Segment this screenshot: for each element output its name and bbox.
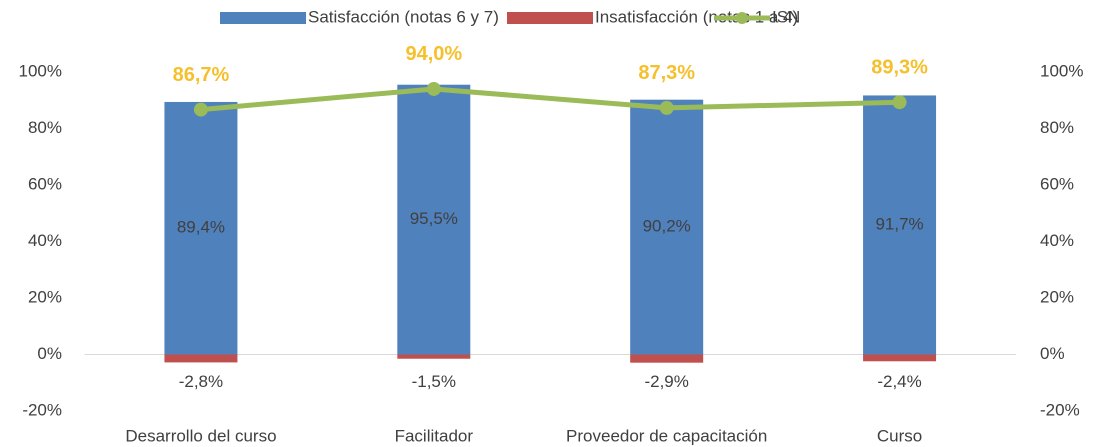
data-label: 87,3% <box>638 62 695 84</box>
data-label: 90,2% <box>643 217 691 236</box>
data-label: 86,7% <box>173 64 230 86</box>
legend-swatch <box>736 12 748 24</box>
y2-tick-label: -20% <box>1040 400 1080 419</box>
marker <box>193 102 208 117</box>
line <box>200 86 900 113</box>
y2-tick-label: 60% <box>1040 174 1074 193</box>
legend-swatch <box>507 12 593 24</box>
bar <box>630 99 704 355</box>
bar <box>863 95 937 355</box>
bar <box>630 354 704 363</box>
legend-label: Satisfacción (notas 6 y 7) <box>308 7 499 26</box>
y2-tick-label: 40% <box>1040 231 1074 250</box>
x-tick-label: Proveedor de capacitación <box>566 426 767 445</box>
legend-label: Insatisfacción (notas 1 a 4) <box>595 7 798 26</box>
data-label: 94,0% <box>405 43 462 65</box>
y2-tick-label: 100% <box>1040 61 1083 80</box>
marker <box>892 95 907 110</box>
y-tick-label: -20% <box>22 400 62 419</box>
legend-label: ISN <box>772 7 800 26</box>
marker <box>659 100 674 115</box>
y2-tick-label: 80% <box>1040 118 1074 137</box>
x-tick-label: Curso <box>877 426 922 445</box>
x-tick-label: Desarrollo del curso <box>125 426 276 445</box>
bar <box>397 84 471 355</box>
data-label: -2,8% <box>179 372 223 391</box>
y-tick-label: 20% <box>28 287 62 306</box>
data-label: -2,4% <box>877 372 921 391</box>
data-label: -1,5% <box>412 372 456 391</box>
bar <box>164 101 238 355</box>
data-label: 95,5% <box>410 209 458 228</box>
marker <box>426 81 441 96</box>
y-tick-label: 60% <box>28 174 62 193</box>
y-tick-label: 80% <box>28 118 62 137</box>
data-label: -2,9% <box>644 372 688 391</box>
bar <box>863 354 937 362</box>
x-tick-label: Facilitador <box>395 426 474 445</box>
legend-swatch <box>220 12 306 24</box>
y2-tick-label: 20% <box>1040 287 1074 306</box>
y2-tick-label: 0% <box>1040 344 1065 363</box>
data-label: 91,7% <box>875 214 923 233</box>
y-tick-label: 0% <box>37 344 62 363</box>
data-label: 89,4% <box>177 218 225 237</box>
data-label: 89,3% <box>871 57 928 79</box>
bar <box>164 354 238 363</box>
y-tick-label: 40% <box>28 231 62 250</box>
y-tick-label: 100% <box>19 61 62 80</box>
bar <box>397 354 471 359</box>
